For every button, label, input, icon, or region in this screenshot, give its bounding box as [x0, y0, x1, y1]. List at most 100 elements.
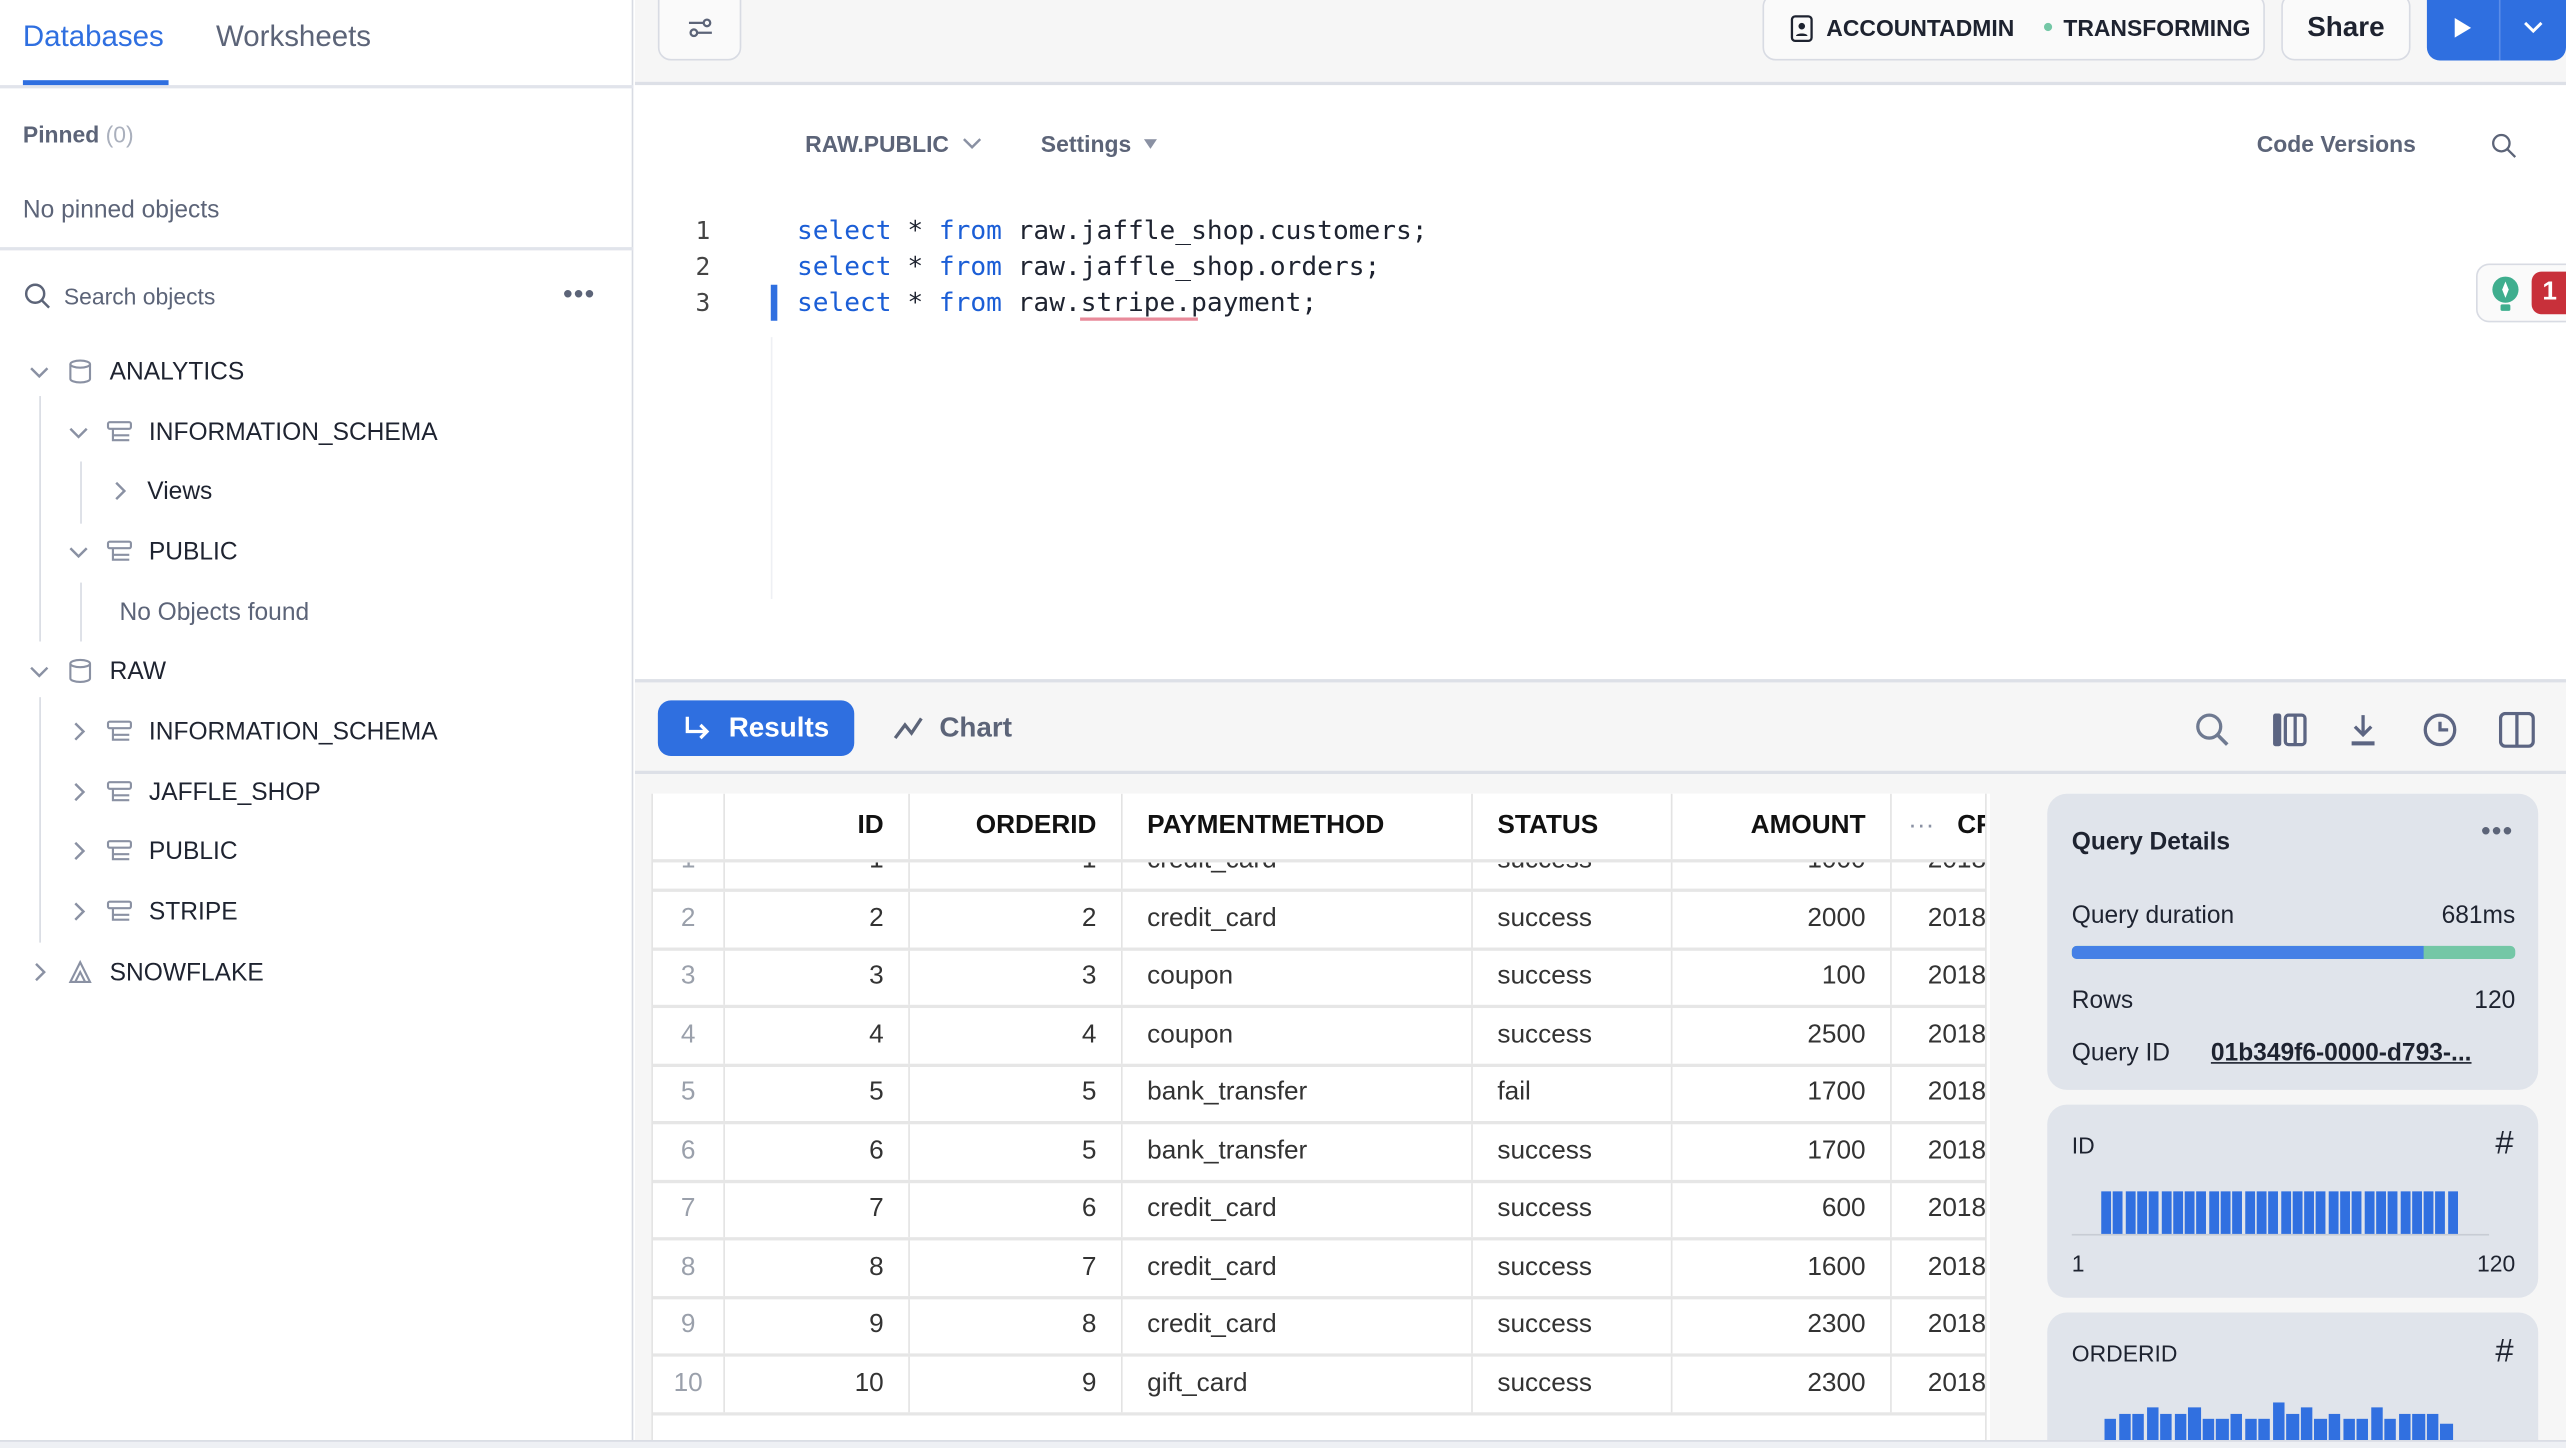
table-cell[interactable]: 600 [1672, 1182, 1892, 1238]
histogram-bar[interactable] [2398, 1413, 2411, 1441]
histogram-bar[interactable] [2435, 1191, 2446, 1234]
histogram-bar[interactable] [2118, 1413, 2131, 1441]
column-header-paymentmethod[interactable]: PAYMENTMETHOD [1123, 793, 1473, 860]
histogram-bar[interactable] [2202, 1418, 2215, 1441]
histogram-bar[interactable] [2137, 1191, 2147, 1234]
histogram-bar[interactable] [2314, 1418, 2327, 1441]
table-cell[interactable]: 2300 [1672, 1356, 1892, 1412]
histogram-bar[interactable] [2232, 1191, 2243, 1234]
histogram-bar[interactable] [2104, 1418, 2117, 1441]
table-cell[interactable]: 2300 [1672, 1298, 1892, 1354]
histogram-bar[interactable] [2304, 1191, 2315, 1234]
row-number[interactable]: 5 [653, 1066, 725, 1121]
table-cell[interactable]: 2500 [1672, 1008, 1892, 1063]
table-cell[interactable]: success [1473, 891, 1673, 947]
split-panel-icon[interactable] [2498, 711, 2535, 748]
histogram-bar[interactable] [2132, 1413, 2145, 1441]
code-versions-button[interactable]: Code Versions [2256, 130, 2416, 158]
table-cell[interactable]: 3 [910, 949, 1123, 1005]
table-cell[interactable]: 5 [910, 1124, 1123, 1180]
table-cell[interactable]: coupon [1123, 949, 1473, 1005]
histogram-bar[interactable] [2384, 1418, 2397, 1441]
tree-item-snowflake[interactable]: SNOWFLAKE [28, 948, 264, 997]
histogram-bar[interactable] [2370, 1407, 2383, 1441]
row-number[interactable]: 10 [653, 1356, 725, 1412]
chevron-right-icon[interactable] [67, 900, 90, 923]
table-cell[interactable]: 3 [725, 949, 910, 1005]
chevron-right-icon[interactable] [67, 720, 90, 743]
histogram-bar[interactable] [2184, 1191, 2195, 1234]
table-cell[interactable]: 2018 [1927, 1020, 1986, 1049]
histogram-bar[interactable] [2411, 1191, 2422, 1234]
table-cell[interactable]: success [1473, 1356, 1673, 1412]
histogram-bar[interactable] [2244, 1191, 2255, 1234]
table-cell[interactable]: gift_card [1123, 1356, 1473, 1412]
histogram-bar[interactable] [2280, 1191, 2291, 1234]
histogram-bar[interactable] [2113, 1191, 2124, 1234]
table-cell[interactable]: 2 [725, 891, 910, 947]
column-header-amount[interactable]: AMOUNT [1672, 793, 1892, 860]
histogram-bar[interactable] [2352, 1191, 2362, 1234]
histogram-bar[interactable] [2286, 1413, 2299, 1441]
row-number[interactable]: 6 [653, 1124, 725, 1180]
search-input[interactable]: Search objects [63, 283, 216, 310]
histogram-bar[interactable] [2160, 1413, 2173, 1441]
share-button[interactable]: Share [2281, 0, 2411, 61]
table-cell[interactable]: 4 [725, 1008, 910, 1063]
chevron-down-icon[interactable] [28, 660, 51, 683]
histogram-bar[interactable] [2216, 1418, 2229, 1441]
row-number[interactable]: 8 [653, 1240, 725, 1296]
row-number[interactable]: 9 [653, 1298, 725, 1354]
histogram-bar[interactable] [2272, 1402, 2285, 1441]
histogram-bar[interactable] [2340, 1191, 2350, 1234]
table-cell[interactable]: credit_card [1123, 891, 1473, 947]
histogram-bar[interactable] [2328, 1191, 2339, 1234]
histogram-bar[interactable] [2423, 1191, 2434, 1234]
tab-databases[interactable]: Databases [22, 19, 164, 53]
table-cell[interactable]: 2018 [1927, 1253, 1986, 1281]
table-cell[interactable]: 1700 [1672, 1124, 1892, 1180]
column-header-orderid[interactable]: ORDERID [910, 793, 1123, 860]
query-id-link[interactable]: 01b349f6-0000-d793-... [2210, 1039, 2472, 1067]
histogram-bar[interactable] [2328, 1413, 2341, 1441]
table-cell[interactable]: success [1473, 1240, 1673, 1296]
table-cell[interactable]: credit_card [1123, 1240, 1473, 1296]
chevron-down-icon[interactable] [67, 540, 90, 563]
table-cell[interactable]: 4 [910, 1008, 1123, 1063]
table-cell[interactable]: 2018 [1927, 1078, 1986, 1107]
histogram-bar[interactable] [2364, 1191, 2374, 1234]
table-cell[interactable]: 8 [910, 1298, 1123, 1354]
table-cell[interactable]: 5 [725, 1066, 910, 1121]
histogram-bar[interactable] [2208, 1191, 2219, 1234]
table-cell[interactable]: bank_transfer [1123, 1124, 1473, 1180]
histogram-bar[interactable] [2447, 1191, 2458, 1234]
histogram-bar[interactable] [2440, 1423, 2453, 1441]
column-header-status[interactable]: STATUS [1473, 793, 1673, 860]
table-cell[interactable]: 6 [910, 1182, 1123, 1238]
table-cell[interactable]: 1600 [1672, 1240, 1892, 1296]
row-number[interactable]: 2 [653, 891, 725, 947]
histogram-bar[interactable] [2196, 1191, 2207, 1234]
columns-icon[interactable] [2271, 712, 2307, 748]
settings-menu[interactable]: Settings [1041, 131, 1158, 157]
search-icon[interactable] [2195, 712, 2231, 748]
copilot-hint-button[interactable]: 1 [2475, 263, 2566, 323]
table-cell[interactable]: 8 [725, 1240, 910, 1296]
table-scrollbar[interactable] [1985, 793, 1990, 1441]
run-options-button[interactable] [2501, 0, 2566, 61]
histogram-bar[interactable] [2125, 1191, 2135, 1234]
row-number[interactable]: 7 [653, 1182, 725, 1238]
histogram-bar[interactable] [2220, 1191, 2231, 1234]
tree-item-information-schema[interactable]: INFORMATION_SCHEMA [67, 707, 438, 756]
histogram-bar[interactable] [2160, 1191, 2171, 1234]
histogram-bar[interactable] [2101, 1191, 2112, 1234]
histogram-bar[interactable] [2149, 1191, 2159, 1234]
table-cell[interactable]: 9 [910, 1356, 1123, 1412]
sql-editor[interactable]: RAW.PUBLIC Settings Code Versions 1 2 3 … [634, 88, 2566, 680]
histogram-bar[interactable] [2387, 1191, 2398, 1234]
table-cell[interactable]: success [1473, 949, 1673, 1005]
table-cell[interactable]: 2000 [1672, 891, 1892, 947]
download-icon[interactable] [2348, 712, 2377, 748]
histogram-bar[interactable] [2268, 1191, 2279, 1234]
table-cell[interactable]: credit_card [1123, 1298, 1473, 1354]
